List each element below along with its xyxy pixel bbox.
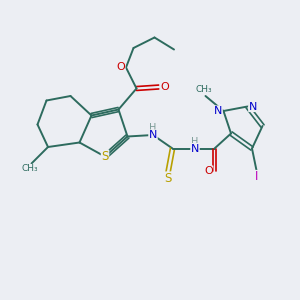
Text: N: N	[191, 143, 199, 154]
Text: O: O	[204, 166, 213, 176]
Text: CH₃: CH₃	[196, 85, 212, 94]
Text: N: N	[214, 106, 222, 116]
Text: O: O	[116, 62, 125, 73]
Text: S: S	[164, 172, 172, 185]
Text: H: H	[191, 137, 199, 147]
Text: N: N	[149, 130, 157, 140]
Text: I: I	[255, 170, 258, 184]
Text: O: O	[160, 82, 169, 92]
Text: S: S	[101, 150, 109, 163]
Text: H: H	[149, 123, 157, 134]
Text: N: N	[249, 101, 257, 112]
Text: CH₃: CH₃	[22, 164, 38, 173]
